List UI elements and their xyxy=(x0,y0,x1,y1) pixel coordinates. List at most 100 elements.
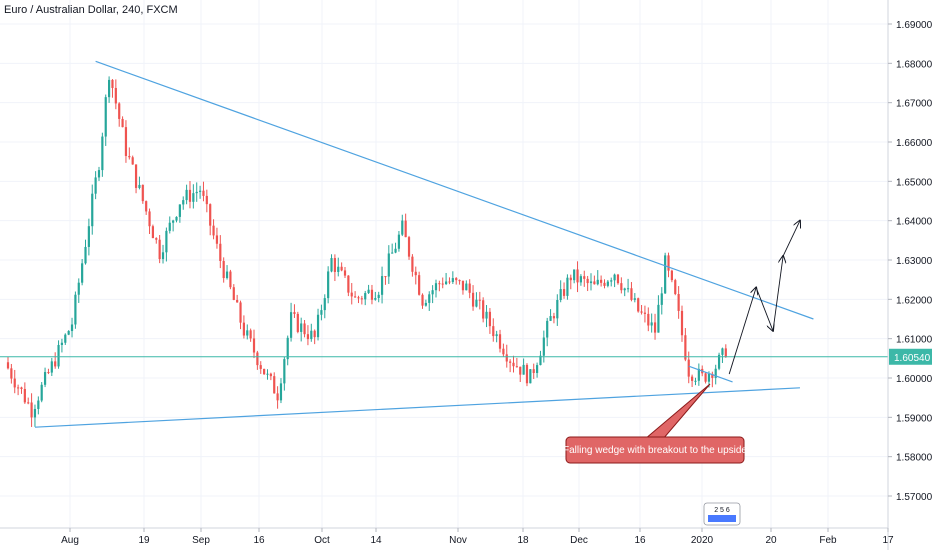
candle xyxy=(232,284,235,301)
candles xyxy=(6,76,727,427)
candle-body xyxy=(279,383,283,401)
candle-body xyxy=(492,326,495,337)
candle xyxy=(252,329,256,359)
candle-body xyxy=(552,316,556,319)
candle xyxy=(502,343,505,357)
candle-body xyxy=(289,312,293,338)
trendline-wedge-top[interactable] xyxy=(688,365,733,383)
candle xyxy=(380,266,384,304)
candle-body xyxy=(252,338,256,353)
candle xyxy=(188,181,192,209)
candle-body xyxy=(182,200,185,205)
candle-body xyxy=(451,278,454,282)
candle-body xyxy=(202,190,205,196)
candle-body xyxy=(633,298,636,300)
candle-body xyxy=(192,193,195,202)
candle-body xyxy=(10,368,13,379)
candle xyxy=(134,164,138,194)
candle xyxy=(212,219,215,240)
candle-body xyxy=(542,337,545,356)
candle-body xyxy=(566,277,569,296)
candle xyxy=(637,297,640,313)
candle-body xyxy=(64,334,67,343)
candle xyxy=(131,155,134,165)
candle xyxy=(101,132,104,177)
candle-body xyxy=(448,281,451,283)
candle-body xyxy=(269,373,272,377)
candle-body xyxy=(134,164,138,188)
candle-body xyxy=(161,252,165,260)
candle xyxy=(475,292,478,308)
candle-body xyxy=(377,294,380,299)
candle xyxy=(488,308,492,334)
candle-body xyxy=(384,276,387,278)
trendline-upper-resistance[interactable] xyxy=(95,60,814,320)
candle-body xyxy=(138,184,141,188)
candle-body xyxy=(441,283,444,285)
candle-body xyxy=(664,255,667,294)
candle-body xyxy=(330,258,333,272)
projection-arrow[interactable] xyxy=(728,288,756,375)
current-price-badge xyxy=(889,348,932,365)
projection-arrow[interactable] xyxy=(755,287,773,331)
candle-body xyxy=(610,280,613,282)
candle-body xyxy=(316,314,320,338)
candle xyxy=(182,196,185,210)
candle-body xyxy=(67,331,70,335)
candle xyxy=(680,305,684,342)
candle-body xyxy=(475,299,478,307)
candle xyxy=(222,257,225,283)
projection-arrow[interactable] xyxy=(772,256,783,331)
candle xyxy=(316,308,320,341)
candle xyxy=(54,352,57,369)
candle-body xyxy=(121,118,124,128)
candle xyxy=(643,305,647,323)
candle xyxy=(576,261,579,293)
candle xyxy=(37,396,40,415)
candle-body xyxy=(195,191,198,194)
candle xyxy=(401,214,404,237)
candle xyxy=(367,284,370,294)
candle xyxy=(330,254,333,273)
candle-body xyxy=(232,287,235,300)
candle xyxy=(165,227,168,262)
candle xyxy=(704,372,707,384)
candle-body xyxy=(613,274,616,281)
candle-body xyxy=(670,270,673,281)
candle-body xyxy=(198,190,202,192)
time-axis-label: 16 xyxy=(634,535,646,546)
candle-body xyxy=(104,97,107,137)
candle-body xyxy=(573,269,576,281)
candle-body xyxy=(522,364,525,375)
candle xyxy=(121,116,124,128)
candle-body xyxy=(562,289,566,296)
candle-body xyxy=(148,211,151,227)
callout-box[interactable] xyxy=(565,436,745,464)
candle-body xyxy=(219,243,222,261)
candle-body xyxy=(43,372,47,385)
candle xyxy=(310,323,313,342)
candle-body xyxy=(724,348,727,357)
candle-body xyxy=(165,230,168,253)
candle xyxy=(168,216,171,234)
candle xyxy=(414,266,417,285)
candle-body xyxy=(172,220,175,223)
candle-body xyxy=(569,277,572,281)
candle-body xyxy=(266,373,269,375)
candle-body xyxy=(306,334,310,340)
candle-body xyxy=(418,275,421,295)
candle-body xyxy=(293,312,296,314)
price-axis-label: 1.64000 xyxy=(896,217,932,228)
candle xyxy=(684,328,687,362)
time-axis-label: Oct xyxy=(314,535,330,546)
trendline-lower-support[interactable] xyxy=(34,387,800,428)
candle-body xyxy=(660,293,663,305)
candle xyxy=(445,272,448,286)
candle-body xyxy=(40,384,43,401)
candle-body xyxy=(249,330,252,339)
candle xyxy=(691,374,694,387)
projection-arrow[interactable] xyxy=(782,221,800,257)
time-axis-label: Sep xyxy=(192,535,210,546)
candle xyxy=(438,280,441,292)
